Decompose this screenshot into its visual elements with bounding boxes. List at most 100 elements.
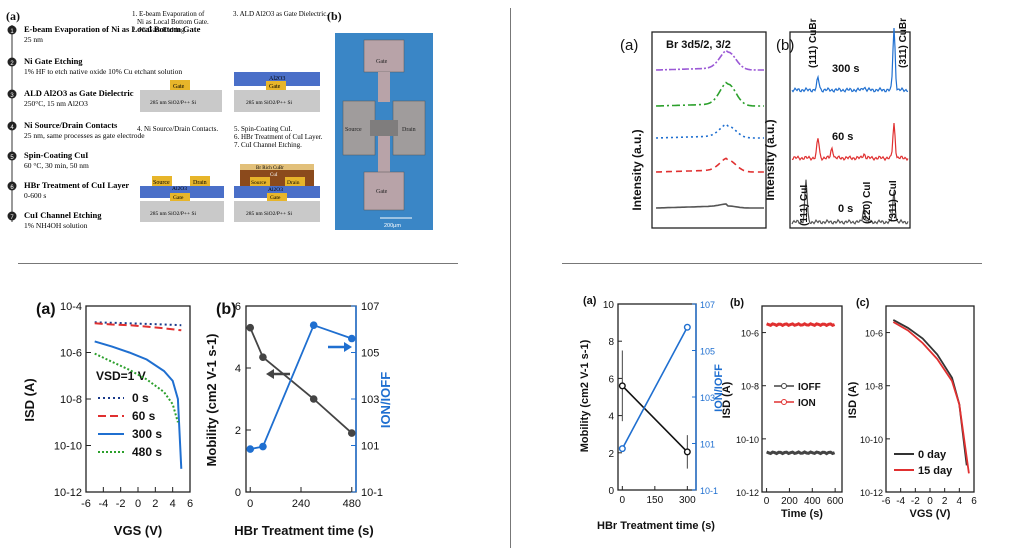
b-point — [347, 334, 356, 343]
p4b-legend: IOFF ION — [774, 382, 821, 409]
p4a-ytick-label: 2 — [608, 449, 614, 460]
p4c-series — [892, 319, 970, 474]
step-detail: 0-600 s — [24, 191, 46, 200]
a-xtick-label: 0 — [135, 498, 141, 510]
svg-text:Gate: Gate — [173, 84, 185, 90]
svg-text:Drain: Drain — [287, 180, 300, 186]
p4c-xtick-label: 4 — [957, 496, 963, 507]
p4b-xtick-label: 600 — [827, 496, 844, 507]
p4c-ytick-label: 10-12 — [860, 488, 883, 498]
step-number: 1 — [10, 29, 14, 35]
p4c-xtick-label: 2 — [942, 496, 948, 507]
p4a-series-line — [621, 326, 689, 450]
p4c-legend: 0 day 15 day — [894, 449, 953, 477]
step-title: HBr Treatment of CuI Layer — [24, 180, 129, 190]
a-xtick-label: 4 — [170, 498, 176, 510]
p4b-xticks: 0 200 400 600 — [764, 488, 844, 507]
panel1-label-a: (a) — [6, 9, 20, 23]
svg-text:Al2O3: Al2O3 — [172, 186, 187, 192]
step-number: 7 — [10, 215, 14, 221]
p4b-ytick-label: 10-6 — [741, 329, 759, 339]
b-xticks: 0 240 480 — [247, 487, 361, 510]
p4a-xticks: 0 150 300 — [620, 486, 696, 506]
step-title: ALD Al2O3 as Gate Dielectric — [24, 88, 134, 98]
b-y2tick-label: 105 — [361, 348, 379, 360]
step-detail: 25 nm, same processes as gate electrode — [24, 131, 145, 140]
step-title: Ni Source/Drain Contacts — [24, 120, 118, 130]
b-series-line — [249, 327, 353, 434]
p4a-ytick-label: 10 — [603, 300, 615, 311]
caption-1a: 1. E-beam Evaporation of — [132, 10, 205, 18]
p4c-xtick-label: -4 — [896, 496, 905, 507]
p4a-y2tick-label: 10-1 — [700, 486, 718, 496]
legend-label: 480 s — [132, 445, 162, 459]
xrd-frame — [789, 31, 911, 229]
b-ytick-label: 0 — [235, 487, 241, 499]
panel3-label-b: (b) — [216, 301, 236, 318]
xrd-cubr111: (111) CuBr — [808, 18, 819, 68]
p4a-series-line — [621, 385, 688, 453]
svg-text:Gate: Gate — [270, 195, 281, 201]
p4a-ytick-label: 0 — [608, 486, 614, 497]
a-ytick-label: 10-6 — [60, 348, 82, 360]
b-xtick-label: 480 — [343, 498, 361, 510]
xrd-patterns — [791, 27, 909, 225]
p4c-xtick-label: 0 — [927, 496, 933, 507]
xrd-series-0 — [791, 27, 909, 93]
svg-text:285 nm SiO2/P++ Si: 285 nm SiO2/P++ Si — [246, 211, 293, 217]
arrow-left-icon — [266, 369, 274, 379]
b-point — [246, 323, 255, 332]
b-ytick-label: 2 — [235, 425, 241, 437]
p4b-ytick-label: 10-8 — [741, 382, 759, 392]
p4b-legend-label: ION — [798, 398, 816, 409]
p4b-xlabel: Time (s) — [781, 508, 823, 520]
p4b-ytick-label: 10-10 — [736, 435, 759, 445]
b-xlabel: HBr Treatment time (s) — [234, 523, 373, 538]
p4b-series — [766, 322, 836, 456]
process-steps: 1 E-beam Evaporation of Ni as Local Botto… — [7, 24, 201, 230]
horizontal-divider-left — [18, 263, 458, 264]
p4c-ytick-label: 10-6 — [865, 329, 883, 339]
step-detail: 250°C, 15 nm Al2O3 — [24, 99, 88, 108]
p4c-ytick-label: 10-10 — [860, 435, 883, 445]
p4b-yticks: 10-6 10-8 10-10 10-12 — [736, 329, 766, 498]
svg-text:Source: Source — [345, 127, 362, 133]
p4a-point — [618, 382, 626, 390]
a-xtick-label: -4 — [98, 498, 108, 510]
step-detail: 60 °C, 30 min, 50 nm — [24, 161, 89, 170]
svg-text:Al2O3: Al2O3 — [269, 76, 285, 82]
xps-series-3 — [655, 157, 764, 173]
svg-text:Drain: Drain — [402, 127, 416, 133]
p4b-xtick-label: 400 — [804, 496, 821, 507]
p4a-ytick-label: 6 — [608, 374, 614, 385]
p4a-xtick-label: 0 — [620, 495, 626, 506]
a-xtick-label: 2 — [152, 498, 158, 510]
b-series-line — [250, 324, 353, 450]
p4b-ytick-label: 10-12 — [736, 488, 759, 498]
cross-section-4: Br Rich CuBr CuI Source Drain Al2O3 Gate… — [234, 164, 320, 222]
step-number: 2 — [10, 61, 14, 67]
p4c-series-15day — [892, 321, 970, 474]
p4c-ylabel: ISD (A) — [847, 381, 859, 418]
b-point — [309, 395, 318, 403]
b-y2label: ION/IOFF — [378, 372, 393, 428]
b-xtick-label: 240 — [292, 498, 310, 510]
caption-4a: 5. Spin-Coating CuI. — [234, 125, 293, 133]
caption-3: 4. Ni Source/Drain Contacts. — [137, 125, 218, 133]
panel4-label-c: (c) — [856, 297, 870, 309]
xps-series-2 — [655, 123, 764, 139]
b-y2tick-label: 107 — [361, 301, 379, 313]
a-xtick-label: -6 — [81, 498, 91, 510]
legend-label: 60 s — [132, 409, 156, 423]
xps-spectra — [655, 49, 764, 209]
arrow-right-icon — [344, 342, 352, 352]
a-xtick-label: -2 — [116, 498, 126, 510]
svg-text:Br Rich CuBr: Br Rich CuBr — [256, 166, 284, 171]
step-bullet — [7, 57, 17, 67]
a-ytick-label: 10-12 — [54, 487, 82, 499]
p4a-xtick-label: 300 — [679, 495, 696, 506]
svg-text:285 nm SiO2/P++ Si: 285 nm SiO2/P++ Si — [246, 100, 293, 106]
b-point — [259, 442, 267, 451]
step-number: 6 — [10, 185, 14, 191]
a-ytick-label: 10-10 — [54, 441, 82, 453]
